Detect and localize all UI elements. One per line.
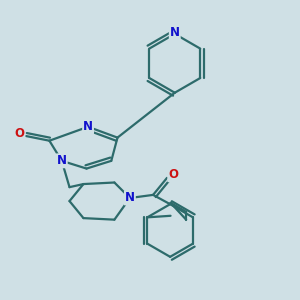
- Text: O: O: [14, 127, 24, 140]
- Text: N: N: [57, 154, 67, 167]
- Text: N: N: [170, 26, 180, 39]
- Text: N: N: [83, 120, 93, 133]
- Text: O: O: [168, 168, 178, 181]
- Text: N: N: [125, 191, 135, 205]
